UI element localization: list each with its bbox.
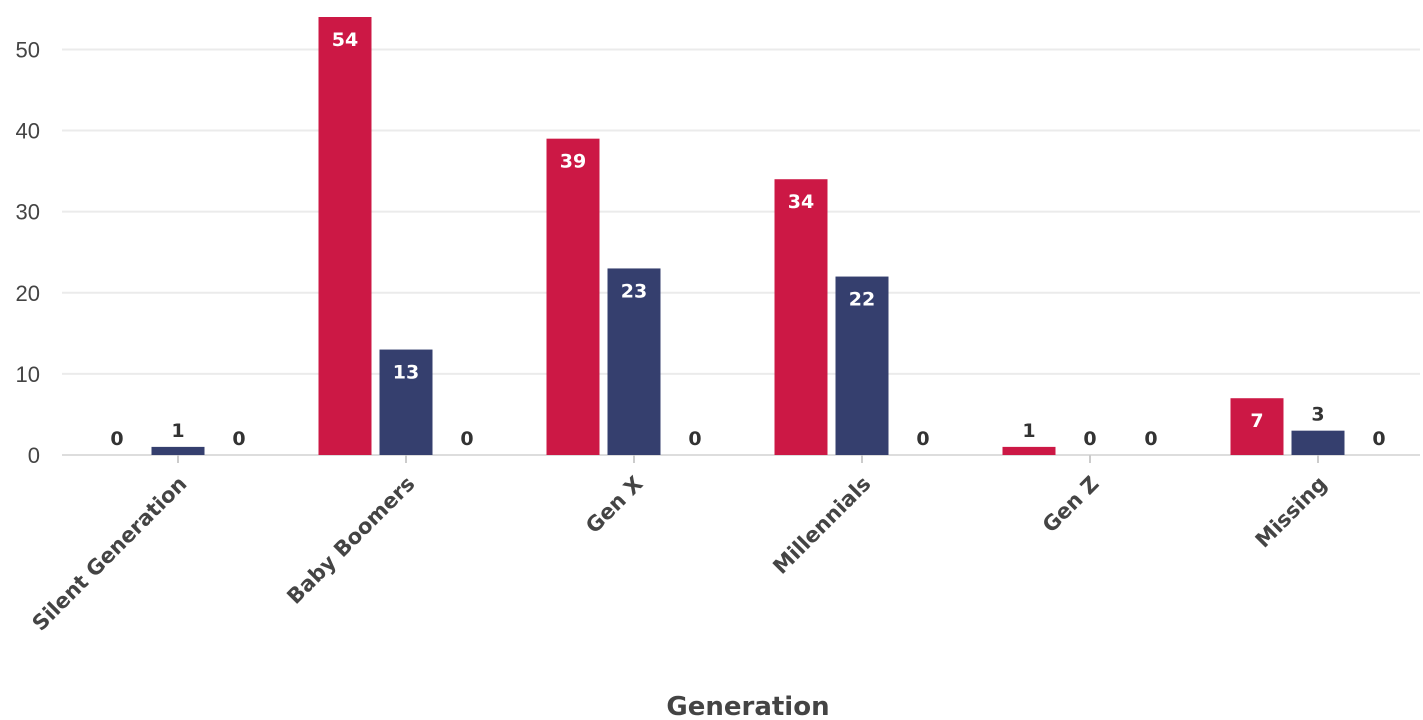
bar (151, 446, 205, 455)
data-label: 0 (688, 428, 701, 450)
gridlines (62, 48, 1420, 456)
data-label: 54 (332, 29, 358, 51)
y-tick-label: 30 (16, 200, 40, 225)
data-label: 0 (460, 428, 473, 450)
bar (1230, 398, 1284, 455)
data-label: 0 (916, 428, 929, 450)
data-label: 34 (788, 191, 814, 213)
data-label: 3 (1311, 404, 1324, 426)
data-label: 0 (1372, 428, 1385, 450)
data-label: 22 (849, 289, 875, 311)
y-tick-label: 50 (16, 37, 40, 62)
y-axis-tick-labels: 0 10 20 30 40 50 (16, 37, 40, 468)
data-label: 0 (1144, 428, 1157, 450)
x-tick-label: Millennials (768, 472, 875, 579)
data-label: 1 (171, 420, 184, 442)
y-tick-label: 40 (16, 119, 40, 144)
bar (379, 349, 433, 455)
bar (546, 138, 600, 455)
data-label: 1 (1022, 420, 1035, 442)
y-tick-label: 0 (28, 443, 40, 468)
data-label: 39 (560, 151, 586, 173)
y-tick-label: 10 (16, 362, 40, 387)
x-tick-label: Baby Boomers (282, 472, 419, 609)
x-tick-label: Missing (1251, 472, 1332, 553)
data-label: 13 (393, 362, 419, 384)
y-tick-label: 20 (16, 281, 40, 306)
bars (151, 17, 1345, 455)
data-labels: 0 1 0 54 13 0 39 23 0 34 22 0 1 0 0 7 3 0 (110, 28, 1385, 451)
x-tick-label: Gen X (581, 472, 647, 538)
data-label: 23 (621, 280, 647, 302)
data-label: 7 (1250, 410, 1263, 432)
bar (318, 17, 372, 455)
bar (1002, 446, 1056, 455)
data-label: 0 (110, 428, 123, 450)
data-label: 0 (232, 428, 245, 450)
x-tick-label: Gen Z (1038, 472, 1104, 538)
data-label: 0 (1083, 428, 1096, 450)
x-axis-title: Generation (666, 692, 829, 720)
bar (607, 268, 661, 455)
x-tick-label: Silent Generation (28, 472, 192, 636)
x-axis-tick-labels: Silent Generation Baby Boomers Gen X Millen… (28, 455, 1332, 636)
bar (774, 179, 828, 455)
bar (835, 276, 889, 455)
bar (1291, 430, 1345, 455)
